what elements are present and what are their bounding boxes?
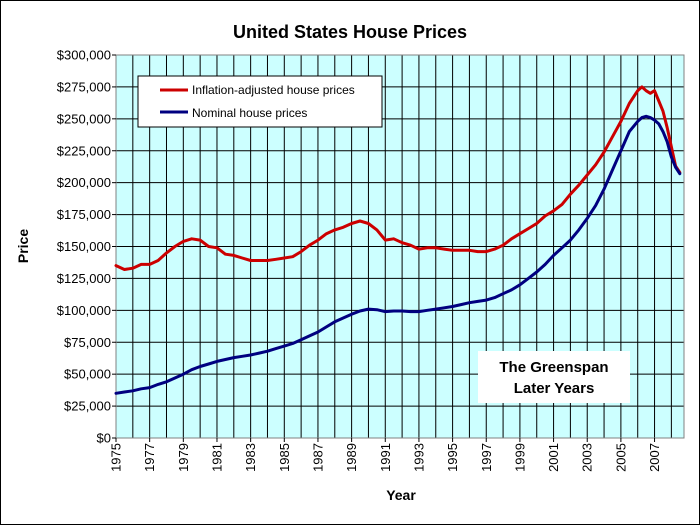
x-tick-label: 1989 bbox=[344, 443, 359, 472]
x-tick-label: 1977 bbox=[142, 443, 157, 472]
x-tick-label: 1987 bbox=[310, 443, 325, 472]
y-tick-label: $150,000 bbox=[57, 239, 111, 254]
x-tick-label: 2005 bbox=[613, 443, 628, 472]
y-tick-label: $0 bbox=[97, 431, 111, 446]
x-tick-label: 1993 bbox=[411, 443, 426, 472]
y-axis-title: Price bbox=[15, 229, 31, 263]
x-tick-label: 1985 bbox=[277, 443, 292, 472]
x-tick-label: 1999 bbox=[512, 443, 527, 472]
x-axis-title: Year bbox=[386, 487, 416, 503]
annotation-background bbox=[478, 351, 630, 403]
series-line-0 bbox=[114, 85, 682, 271]
x-tick-label: 2007 bbox=[647, 443, 662, 472]
y-tick-label: $250,000 bbox=[57, 111, 111, 126]
legend-label-inflation-adjusted: Inflation-adjusted house prices bbox=[192, 83, 355, 97]
y-tick-label: $200,000 bbox=[57, 175, 111, 190]
y-tick-label: $75,000 bbox=[64, 335, 111, 350]
legend-box bbox=[137, 75, 383, 128]
x-tick-label: 1983 bbox=[243, 443, 258, 472]
y-tick-label: $300,000 bbox=[57, 48, 111, 63]
annotation-box: The Greenspan Later Years bbox=[478, 351, 630, 403]
x-tick-label: 1995 bbox=[445, 443, 460, 472]
annotation-line-2: Later Years bbox=[514, 380, 595, 397]
y-tick-label: $275,000 bbox=[57, 79, 111, 94]
x-tick-label: 1991 bbox=[378, 443, 393, 472]
chart-title: United States House Prices bbox=[233, 22, 467, 42]
x-tick-label: 1975 bbox=[109, 443, 124, 472]
y-tick-label: $50,000 bbox=[64, 367, 111, 382]
y-tick-label: $225,000 bbox=[57, 143, 111, 158]
y-tick-label: $125,000 bbox=[57, 271, 111, 286]
x-tick-label: 2003 bbox=[580, 443, 595, 472]
x-tick-label: 1981 bbox=[209, 443, 224, 472]
y-tick-label: $175,000 bbox=[57, 207, 111, 222]
x-tick-label: 1979 bbox=[176, 443, 191, 472]
y-tick-label: $25,000 bbox=[64, 399, 111, 414]
series-line-1 bbox=[114, 114, 682, 395]
x-axis-ticks: 1975 1977 1979 1981 1983 1985 1987 1989 1991 1993… bbox=[109, 438, 662, 472]
x-tick-label: 1997 bbox=[479, 443, 494, 472]
x-tick-label: 2001 bbox=[546, 443, 561, 472]
legend: Inflation-adjusted house prices Nominal … bbox=[137, 75, 383, 128]
annotation-line-1: The Greenspan bbox=[499, 359, 608, 376]
series-group bbox=[114, 85, 682, 395]
y-axis-ticks: $0 $25,000 $50,000 $75,000 $100,000 $125,000 $… bbox=[57, 48, 116, 446]
legend-label-nominal: Nominal house prices bbox=[192, 106, 307, 120]
y-tick-label: $100,000 bbox=[57, 303, 111, 318]
